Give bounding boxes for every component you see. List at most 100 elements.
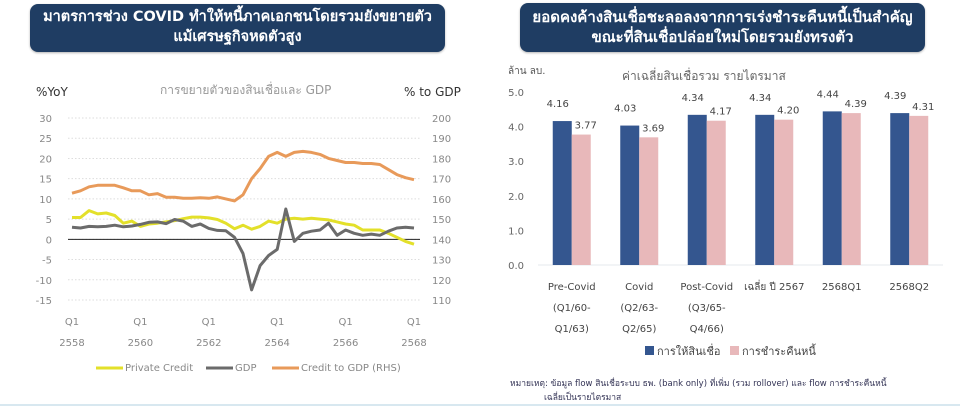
- bar-data-label: 4.16: [547, 99, 569, 110]
- bar-data-label: 4.20: [777, 106, 799, 117]
- right-title-line1: ยอดคงค้างสินเชื่อชะลอลงจากการเร่งชำระคืน…: [532, 8, 913, 26]
- right-title-banner: ยอดคงค้างสินเชื่อชะลอลงจากการเร่งชำระคืน…: [520, 3, 925, 52]
- series-line-private-credit: [72, 209, 415, 246]
- footnote-line1: หมายเหตุ: ข้อมูล flow สินเชื่อระบบ ธพ. (…: [510, 379, 887, 389]
- bar-category-label: Post-Covid: [680, 282, 733, 293]
- bar-repayment: [571, 134, 591, 265]
- x-tick-quarter: Q1: [133, 317, 147, 328]
- bar-y-tick-label: 2.0: [508, 192, 524, 203]
- series-line-gdp: [71, 207, 415, 292]
- left-tick-label: -15: [36, 296, 52, 307]
- right-tick-label: 120: [432, 276, 451, 287]
- left-tick-label: 15: [39, 175, 52, 186]
- bar-data-label: 4.39: [884, 91, 906, 102]
- bar-data-label: 4.03: [614, 104, 636, 115]
- series-line-credit-to-gdp-rhs-: [71, 149, 415, 203]
- left-tick-label: 0: [46, 235, 52, 246]
- bar-category-label: Q2/65): [622, 324, 656, 335]
- x-tick-quarter: Q1: [407, 317, 421, 328]
- right-tick-label: 110: [432, 296, 451, 307]
- right-tick-label: 150: [432, 215, 451, 226]
- bar-category-label: (Q3/65-: [688, 303, 726, 314]
- left-y-axis-label: %YoY: [36, 85, 68, 99]
- x-tick-quarter: Q1: [338, 317, 352, 328]
- right-tick-label: 140: [432, 235, 451, 246]
- legend-label: Credit to GDP (RHS): [301, 363, 401, 374]
- left-title-line1: มาตรการช่วง COVID ทำให้หนี้ภาคเอกชนโดยรว…: [43, 9, 432, 25]
- legend-label: การให้สินเชื่อ: [657, 343, 720, 358]
- bar-repayment: [841, 113, 861, 265]
- bottom-border: [0, 404, 960, 406]
- bar-data-label: 4.34: [749, 93, 771, 104]
- bar-category-label: เฉลี่ย ปี 2567: [744, 279, 804, 293]
- footnote: หมายเหตุ: ข้อมูล flow สินเชื่อระบบ ธพ. (…: [510, 377, 950, 405]
- right-y-axis-label: % to GDP: [404, 85, 461, 99]
- line-chart-title: การขยายตัวของสินเชื่อและ GDP: [160, 83, 332, 97]
- bar-category-label: Q1/63): [555, 324, 589, 335]
- legend-swatch: [730, 346, 739, 355]
- bar-category-label: Pre-Covid: [548, 282, 596, 293]
- bar-y-tick-label: 0.0: [508, 261, 524, 272]
- bar-lending: [552, 121, 572, 266]
- x-tick-quarter: Q1: [270, 317, 284, 328]
- bar-lending: [620, 125, 640, 265]
- x-tick-quarter: Q1: [65, 317, 79, 328]
- left-tick-label: 25: [39, 134, 52, 145]
- bar-data-label: 4.17: [710, 107, 732, 118]
- bar-y-tick-label: 1.0: [508, 226, 524, 237]
- bar-lending: [755, 114, 775, 265]
- bar-lending: [890, 113, 910, 265]
- legend-label: การชำระคืนหนี้: [742, 343, 816, 358]
- bar-category-label: Q4/66): [690, 324, 724, 335]
- bar-repayment: [706, 120, 726, 265]
- bar-category-label: (Q1/60-: [553, 303, 591, 314]
- bar-data-label: 4.39: [845, 99, 867, 110]
- bar-data-label: 3.77: [575, 121, 597, 132]
- left-tick-label: 20: [39, 154, 52, 165]
- right-title-line2: ขณะที่สินเชื่อปล่อยใหม่โดยรวมยังทรงตัว: [591, 28, 854, 46]
- right-tick-label: 200: [432, 114, 451, 125]
- right-tick-label: 180: [432, 154, 451, 165]
- x-tick-year: 2560: [128, 338, 153, 349]
- bar-category-label: 2568Q1: [822, 282, 862, 293]
- right-tick-label: 130: [432, 256, 451, 267]
- bar-category-label: Covid: [625, 282, 653, 293]
- bar-category-label: (Q2/63-: [620, 303, 658, 314]
- right-tick-label: 160: [432, 195, 451, 206]
- left-title-banner: มาตรการช่วง COVID ทำให้หนี้ภาคเอกชนโดยรว…: [30, 4, 445, 52]
- bar-lending: [822, 111, 842, 265]
- bar-data-label: 4.44: [817, 89, 839, 100]
- bar-y-tick-label: 3.0: [508, 157, 524, 168]
- bar-data-label: 3.69: [642, 123, 664, 134]
- x-tick-year: 2558: [59, 338, 84, 349]
- bar-data-label: 4.31: [912, 102, 934, 113]
- bar-repayment: [639, 137, 659, 265]
- right-tick-label: 170: [432, 175, 451, 186]
- bar-lending: [687, 114, 707, 265]
- bar-category-label: 2568Q2: [889, 282, 929, 293]
- footnote-line2: เฉลี่ยเป็นรายไตรมาส: [544, 393, 622, 403]
- left-tick-label: 30: [39, 114, 52, 125]
- bar-data-label: 4.34: [682, 93, 704, 104]
- left-tick-label: -5: [42, 256, 52, 267]
- bar-y-tick-label: 5.0: [508, 88, 524, 99]
- x-tick-quarter: Q1: [202, 317, 216, 328]
- left-title-line2: แม้เศรษฐกิจหดตัวสูง: [173, 29, 302, 45]
- x-tick-year: 2566: [333, 338, 358, 349]
- x-tick-year: 2568: [401, 338, 426, 349]
- x-tick-year: 2564: [264, 338, 289, 349]
- bar-y-tick-label: 4.0: [508, 123, 524, 134]
- bar-repayment: [774, 119, 794, 266]
- left-tick-label: 10: [39, 195, 52, 206]
- left-tick-label: -10: [36, 276, 52, 287]
- line-chart: 30 200 25 190 20 180 15 170 10 160 5 150 0 140 -5 130 -1…: [36, 114, 451, 374]
- bar-chart-title: ค่าเฉลี่ยสินเชื่อรวม รายไตรมาส: [622, 69, 786, 83]
- bar-repayment: [909, 115, 929, 266]
- legend-swatch: [645, 346, 654, 355]
- legend-label: Private Credit: [125, 363, 193, 374]
- x-tick-year: 2562: [196, 338, 221, 349]
- left-tick-label: 5: [46, 215, 52, 226]
- bar-y-axis-label: ล้าน ลบ.: [508, 66, 546, 77]
- legend-label: GDP: [235, 363, 256, 374]
